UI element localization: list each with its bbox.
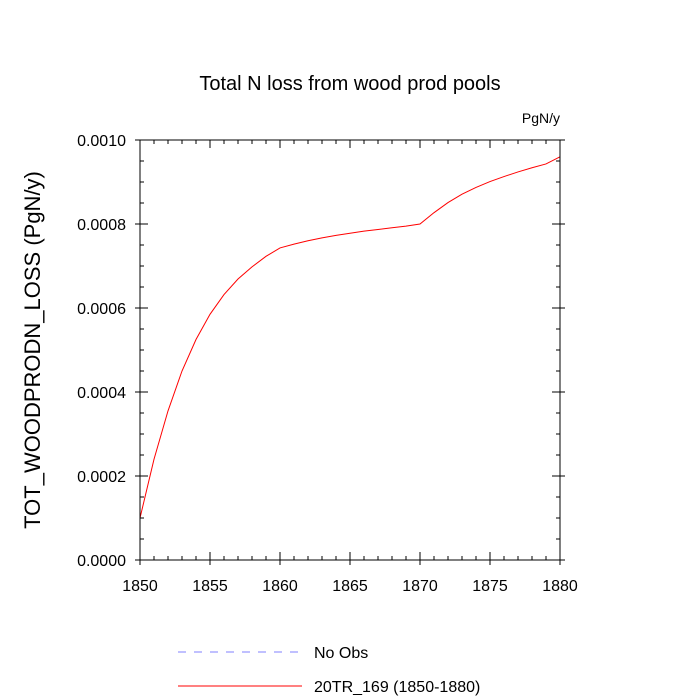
- units-label: PgN/y: [522, 110, 560, 126]
- legend-item: No Obs: [178, 645, 368, 662]
- x-tick-label: 1860: [262, 578, 298, 595]
- y-tick-label: 0.0006: [77, 301, 126, 318]
- y-tick-label: 0.0008: [77, 217, 126, 234]
- axis-ticks: 1850 1855 1860 1865 1870 1875 1880 0.0000 0.0002…: [77, 133, 578, 595]
- x-tick-label: 1870: [402, 578, 438, 595]
- plot-series: [139, 156, 561, 519]
- y-tick-label: 0.0010: [77, 133, 126, 150]
- x-tick-label: 1850: [122, 578, 158, 595]
- y-axis-label: TOT_WOODPRODN_LOSS (PgN/y): [20, 171, 45, 529]
- legend-item: 20TR_169 (1850-1880): [178, 679, 480, 696]
- y-axis-label-group: TOT_WOODPRODN_LOSS (PgN/y): [20, 171, 45, 529]
- series-line: [139, 156, 561, 519]
- y-tick-label: 0.0002: [77, 469, 126, 486]
- x-tick-label: 1875: [472, 578, 508, 595]
- plot-frame: [139, 139, 561, 561]
- chart-title: Total N loss from wood prod pools: [199, 73, 500, 95]
- legend-label: No Obs: [314, 645, 368, 662]
- y-tick-label: 0.0000: [77, 553, 126, 570]
- y-tick-label: 0.0004: [77, 385, 126, 402]
- x-tick-label: 1855: [192, 578, 228, 595]
- legend-label: 20TR_169 (1850-1880): [314, 679, 480, 696]
- x-tick-label: 1865: [332, 578, 368, 595]
- legend: No Obs 20TR_169 (1850-1880): [178, 645, 480, 696]
- x-tick-label: 1880: [542, 578, 578, 595]
